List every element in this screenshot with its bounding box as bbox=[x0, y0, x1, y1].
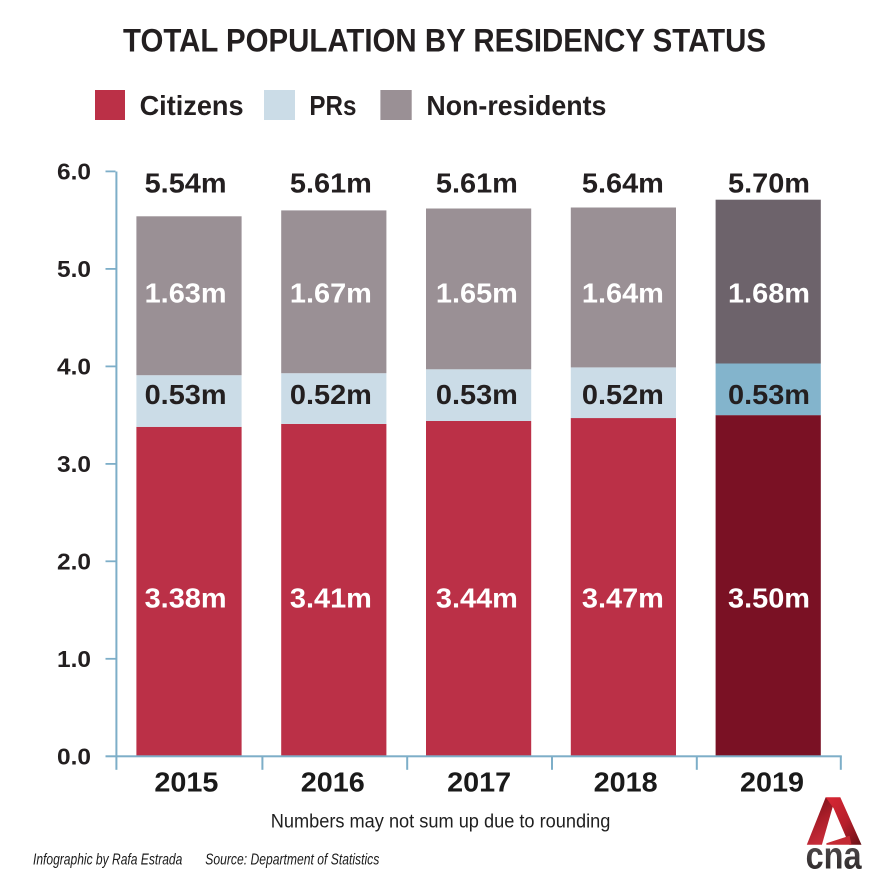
svg-text:1.67m: 1.67m bbox=[290, 278, 372, 309]
svg-text:3.0: 3.0 bbox=[57, 451, 91, 477]
svg-text:6.0: 6.0 bbox=[57, 159, 91, 185]
svg-text:5.54m: 5.54m bbox=[145, 168, 227, 199]
svg-text:1.63m: 1.63m bbox=[145, 278, 227, 309]
svg-text:4.0: 4.0 bbox=[57, 354, 91, 380]
svg-text:3.38m: 3.38m bbox=[145, 583, 227, 614]
svg-text:TOTAL POPULATION BY RESIDENCY: TOTAL POPULATION BY RESIDENCY STATUS bbox=[123, 23, 766, 59]
svg-text:2.0: 2.0 bbox=[57, 549, 91, 575]
svg-text:0.0: 0.0 bbox=[57, 744, 91, 770]
svg-text:cna: cna bbox=[806, 835, 863, 877]
svg-text:3.47m: 3.47m bbox=[582, 583, 664, 614]
svg-text:3.44m: 3.44m bbox=[436, 583, 518, 614]
svg-text:1.68m: 1.68m bbox=[728, 278, 810, 309]
svg-text:1.65m: 1.65m bbox=[436, 278, 518, 309]
svg-text:5.61m: 5.61m bbox=[436, 168, 518, 199]
svg-text:2018: 2018 bbox=[594, 767, 658, 798]
svg-text:Infographic by Rafa Estrada: Infographic by Rafa Estrada bbox=[33, 852, 182, 869]
svg-text:0.52m: 0.52m bbox=[582, 379, 664, 410]
svg-text:Non-residents: Non-residents bbox=[426, 90, 606, 121]
svg-text:2019: 2019 bbox=[740, 767, 804, 798]
svg-text:Source: Department of Statisti: Source: Department of Statistics bbox=[205, 852, 379, 869]
svg-text:2015: 2015 bbox=[154, 767, 218, 798]
svg-text:5.70m: 5.70m bbox=[728, 168, 810, 199]
svg-text:1.64m: 1.64m bbox=[582, 278, 664, 309]
svg-text:1.0: 1.0 bbox=[57, 646, 91, 672]
svg-text:2017: 2017 bbox=[447, 767, 511, 798]
svg-text:PRs: PRs bbox=[309, 90, 356, 121]
svg-text:3.50m: 3.50m bbox=[728, 583, 810, 614]
svg-text:Citizens: Citizens bbox=[140, 90, 244, 121]
svg-text:0.53m: 0.53m bbox=[436, 379, 518, 410]
svg-text:0.53m: 0.53m bbox=[728, 379, 810, 410]
svg-text:2016: 2016 bbox=[301, 767, 365, 798]
svg-text:0.52m: 0.52m bbox=[290, 379, 372, 410]
svg-text:5.0: 5.0 bbox=[57, 256, 91, 282]
svg-text:Numbers may not sum up due to: Numbers may not sum up due to rounding bbox=[271, 811, 611, 832]
svg-text:0.53m: 0.53m bbox=[145, 379, 227, 410]
svg-text:3.41m: 3.41m bbox=[290, 583, 372, 614]
svg-text:5.64m: 5.64m bbox=[582, 168, 664, 199]
svg-text:5.61m: 5.61m bbox=[290, 168, 372, 199]
